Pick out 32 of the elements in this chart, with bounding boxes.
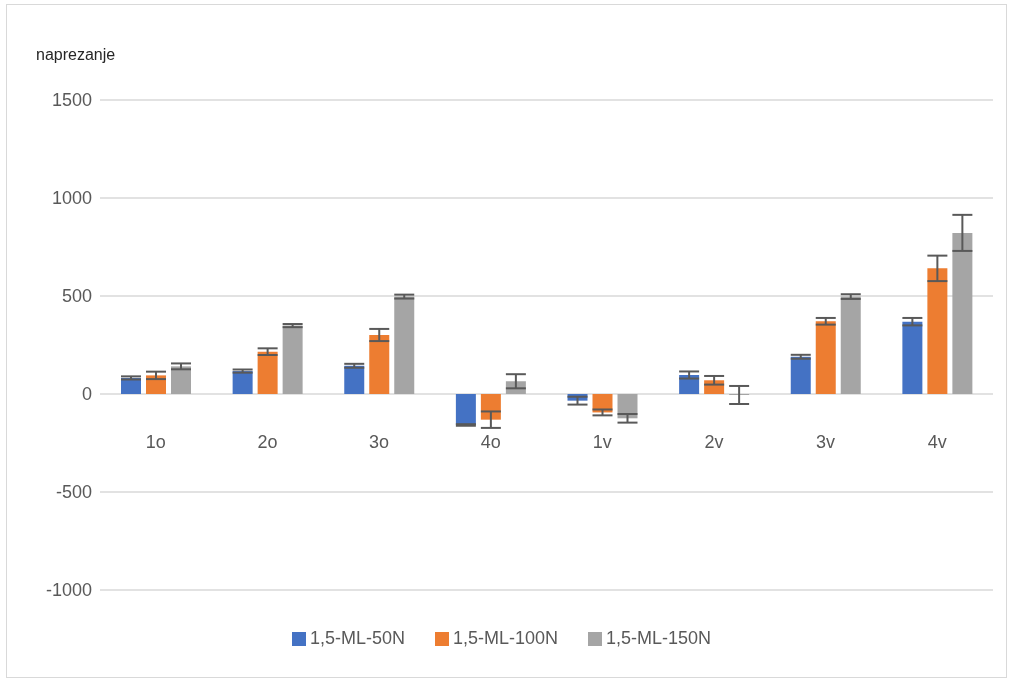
x-tick-label: 1o: [145, 432, 166, 452]
legend-label: 1,5-ML-100N: [452, 628, 559, 648]
bar: [815, 321, 836, 394]
bar: [344, 365, 365, 394]
x-tick-label: 4o: [480, 432, 501, 452]
bar: [952, 232, 973, 394]
bar: [455, 394, 476, 425]
bar: [394, 296, 415, 394]
bar: [257, 351, 278, 394]
x-tick-label: 2o: [257, 432, 278, 452]
y-tick-label: -500: [55, 482, 92, 503]
x-tick-label: 1v: [592, 432, 612, 452]
bar: [840, 296, 861, 394]
bar: [171, 366, 191, 394]
y-tick-label: 500: [61, 286, 92, 307]
x-tick-label: 3v: [816, 432, 836, 452]
y-axis-title: naprezanje: [36, 46, 116, 64]
bar: [282, 325, 303, 394]
x-tick-label: 4v: [927, 432, 947, 452]
x-tick-label: 3o: [369, 432, 390, 452]
legend-label: 1,5-ML-150N: [606, 628, 712, 648]
bar: [790, 356, 811, 394]
bar: [232, 371, 253, 394]
bar: [369, 335, 390, 394]
y-tick-label: 1500: [51, 90, 92, 111]
y-tick-label: 0: [81, 384, 92, 405]
x-tick-label: 2v: [704, 432, 724, 452]
y-tick-label: 1000: [51, 188, 92, 209]
bar: [927, 268, 948, 394]
bar: [902, 321, 923, 394]
legend-label: 1,5-ML-50N: [309, 628, 405, 648]
y-tick-label: -1000: [45, 580, 92, 601]
